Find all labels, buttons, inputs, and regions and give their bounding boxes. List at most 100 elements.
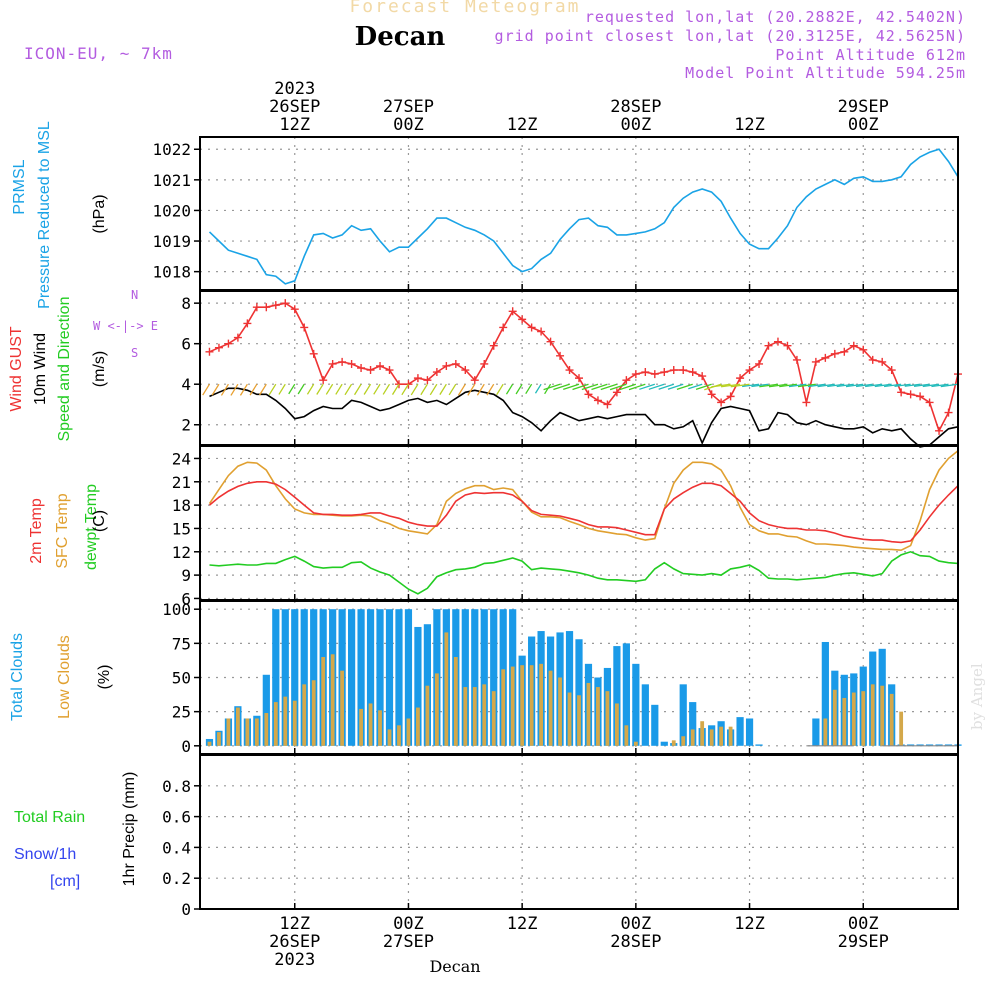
gust-marker <box>565 366 574 375</box>
low-cloud-bar <box>226 718 231 746</box>
gust-marker <box>622 376 631 385</box>
gust-marker <box>233 333 242 342</box>
low-cloud-bar <box>340 670 345 746</box>
gust-marker <box>214 343 223 352</box>
total-cloud-bar <box>310 609 318 746</box>
low-cloud-bar <box>633 741 638 746</box>
gust-marker <box>451 359 460 368</box>
wind-arrow <box>457 383 466 396</box>
gust-marker <box>773 337 782 346</box>
wind-arrow <box>628 383 646 391</box>
wind-arrow <box>711 383 731 388</box>
y-tick-label: 0 <box>181 737 191 756</box>
low-cloud-bar <box>264 713 269 746</box>
total-cloud-bar <box>281 609 289 746</box>
wind-arrow <box>922 383 940 388</box>
gust-marker <box>916 392 925 401</box>
low-cloud-bar <box>615 703 619 746</box>
total-cloud-bar <box>347 609 356 746</box>
top-time-label: 00Z <box>620 115 651 135</box>
wind-arrow <box>230 383 239 396</box>
total-cloud-bar <box>821 641 829 746</box>
total-cloud-bar <box>471 609 479 746</box>
total-cloud-bar <box>490 609 498 746</box>
total-cloud-bar <box>745 718 754 746</box>
low-cloud-bar <box>397 725 401 746</box>
low-cloud-bar <box>832 689 837 746</box>
top-time-label: 27SEP <box>383 97 434 117</box>
compass-south: S <box>131 346 139 360</box>
total-cloud-bar <box>262 674 270 746</box>
top-time-label: 26SEP <box>269 97 320 117</box>
gust-marker <box>830 349 839 358</box>
wind-arrow <box>730 383 750 388</box>
gust-marker <box>878 357 887 366</box>
wind-arrow <box>382 383 391 395</box>
wind-arrow <box>297 383 305 395</box>
gust-marker <box>319 376 328 385</box>
total-cloud-bar <box>925 744 934 746</box>
wind-arrow <box>553 383 570 391</box>
y-tick-label: 0.2 <box>162 869 191 888</box>
gust-marker <box>783 341 792 350</box>
y-tick-label: 1022 <box>152 140 191 159</box>
wind-arrow <box>467 383 476 396</box>
total-cloud-bar <box>622 643 630 746</box>
wind-arrow <box>373 383 381 395</box>
wind-arrow <box>439 383 447 395</box>
wind-arrow <box>344 383 353 396</box>
wind-arrow <box>827 383 845 388</box>
y-tick-label: 50 <box>172 669 191 688</box>
y-tick-label: 24 <box>172 449 191 468</box>
low-cloud-bar <box>577 695 581 746</box>
low-cloud-bar <box>861 691 866 746</box>
total-cloud-bar <box>366 609 375 746</box>
gust-marker <box>679 366 688 375</box>
wind-line <box>209 387 959 448</box>
total-cloud-bar <box>935 744 943 746</box>
gust-marker <box>925 398 934 407</box>
gust-marker <box>556 351 565 360</box>
top-time-label: 12Z <box>279 115 310 135</box>
total-cloud-bar <box>575 639 583 746</box>
gust-marker <box>669 366 678 375</box>
gust-marker <box>508 307 517 316</box>
wind-arrow <box>759 383 779 388</box>
gust-marker <box>935 426 944 435</box>
y-tick-label: 6 <box>181 589 191 608</box>
total-cloud-bar <box>812 718 820 746</box>
gust-marker <box>489 341 498 350</box>
low-cloud-bar <box>425 685 430 746</box>
gust-marker <box>906 390 915 399</box>
gust-marker <box>366 366 375 375</box>
low-cloud-bar <box>671 740 676 746</box>
y-tick-label: 12 <box>172 543 191 562</box>
wind-arrow <box>363 383 372 395</box>
gust-marker <box>461 366 470 375</box>
wind-arrow <box>836 383 854 388</box>
wind-arrow <box>306 383 315 395</box>
y-tick-label: 0.6 <box>162 808 191 827</box>
low-cloud-bar <box>889 693 894 746</box>
wind-arrow <box>505 383 514 395</box>
y-tick-label: 21 <box>172 473 191 492</box>
wind-arrow <box>609 383 627 391</box>
gust-marker <box>584 390 593 399</box>
gust-marker <box>717 398 726 407</box>
bottom-time-label: 27SEP <box>383 932 434 952</box>
bottom-time-label: 2023 <box>274 950 315 970</box>
gust-marker <box>859 345 868 354</box>
wind-arrow <box>239 383 248 396</box>
total-cloud-bar <box>613 646 621 746</box>
wind-arrow <box>742 383 760 388</box>
wind-arrow <box>476 383 485 396</box>
low-cloud-bar <box>548 670 553 746</box>
wind-arrow <box>874 383 892 388</box>
wind-arrow <box>676 383 693 391</box>
low-cloud-bar <box>690 729 695 746</box>
y-tick-label: 0.4 <box>162 838 191 857</box>
meteogram-title: Forecast Meteogram <box>349 0 581 17</box>
total-cloud-bar <box>660 741 668 746</box>
2m-temp-line <box>208 480 959 544</box>
wind-arrow <box>515 383 523 395</box>
